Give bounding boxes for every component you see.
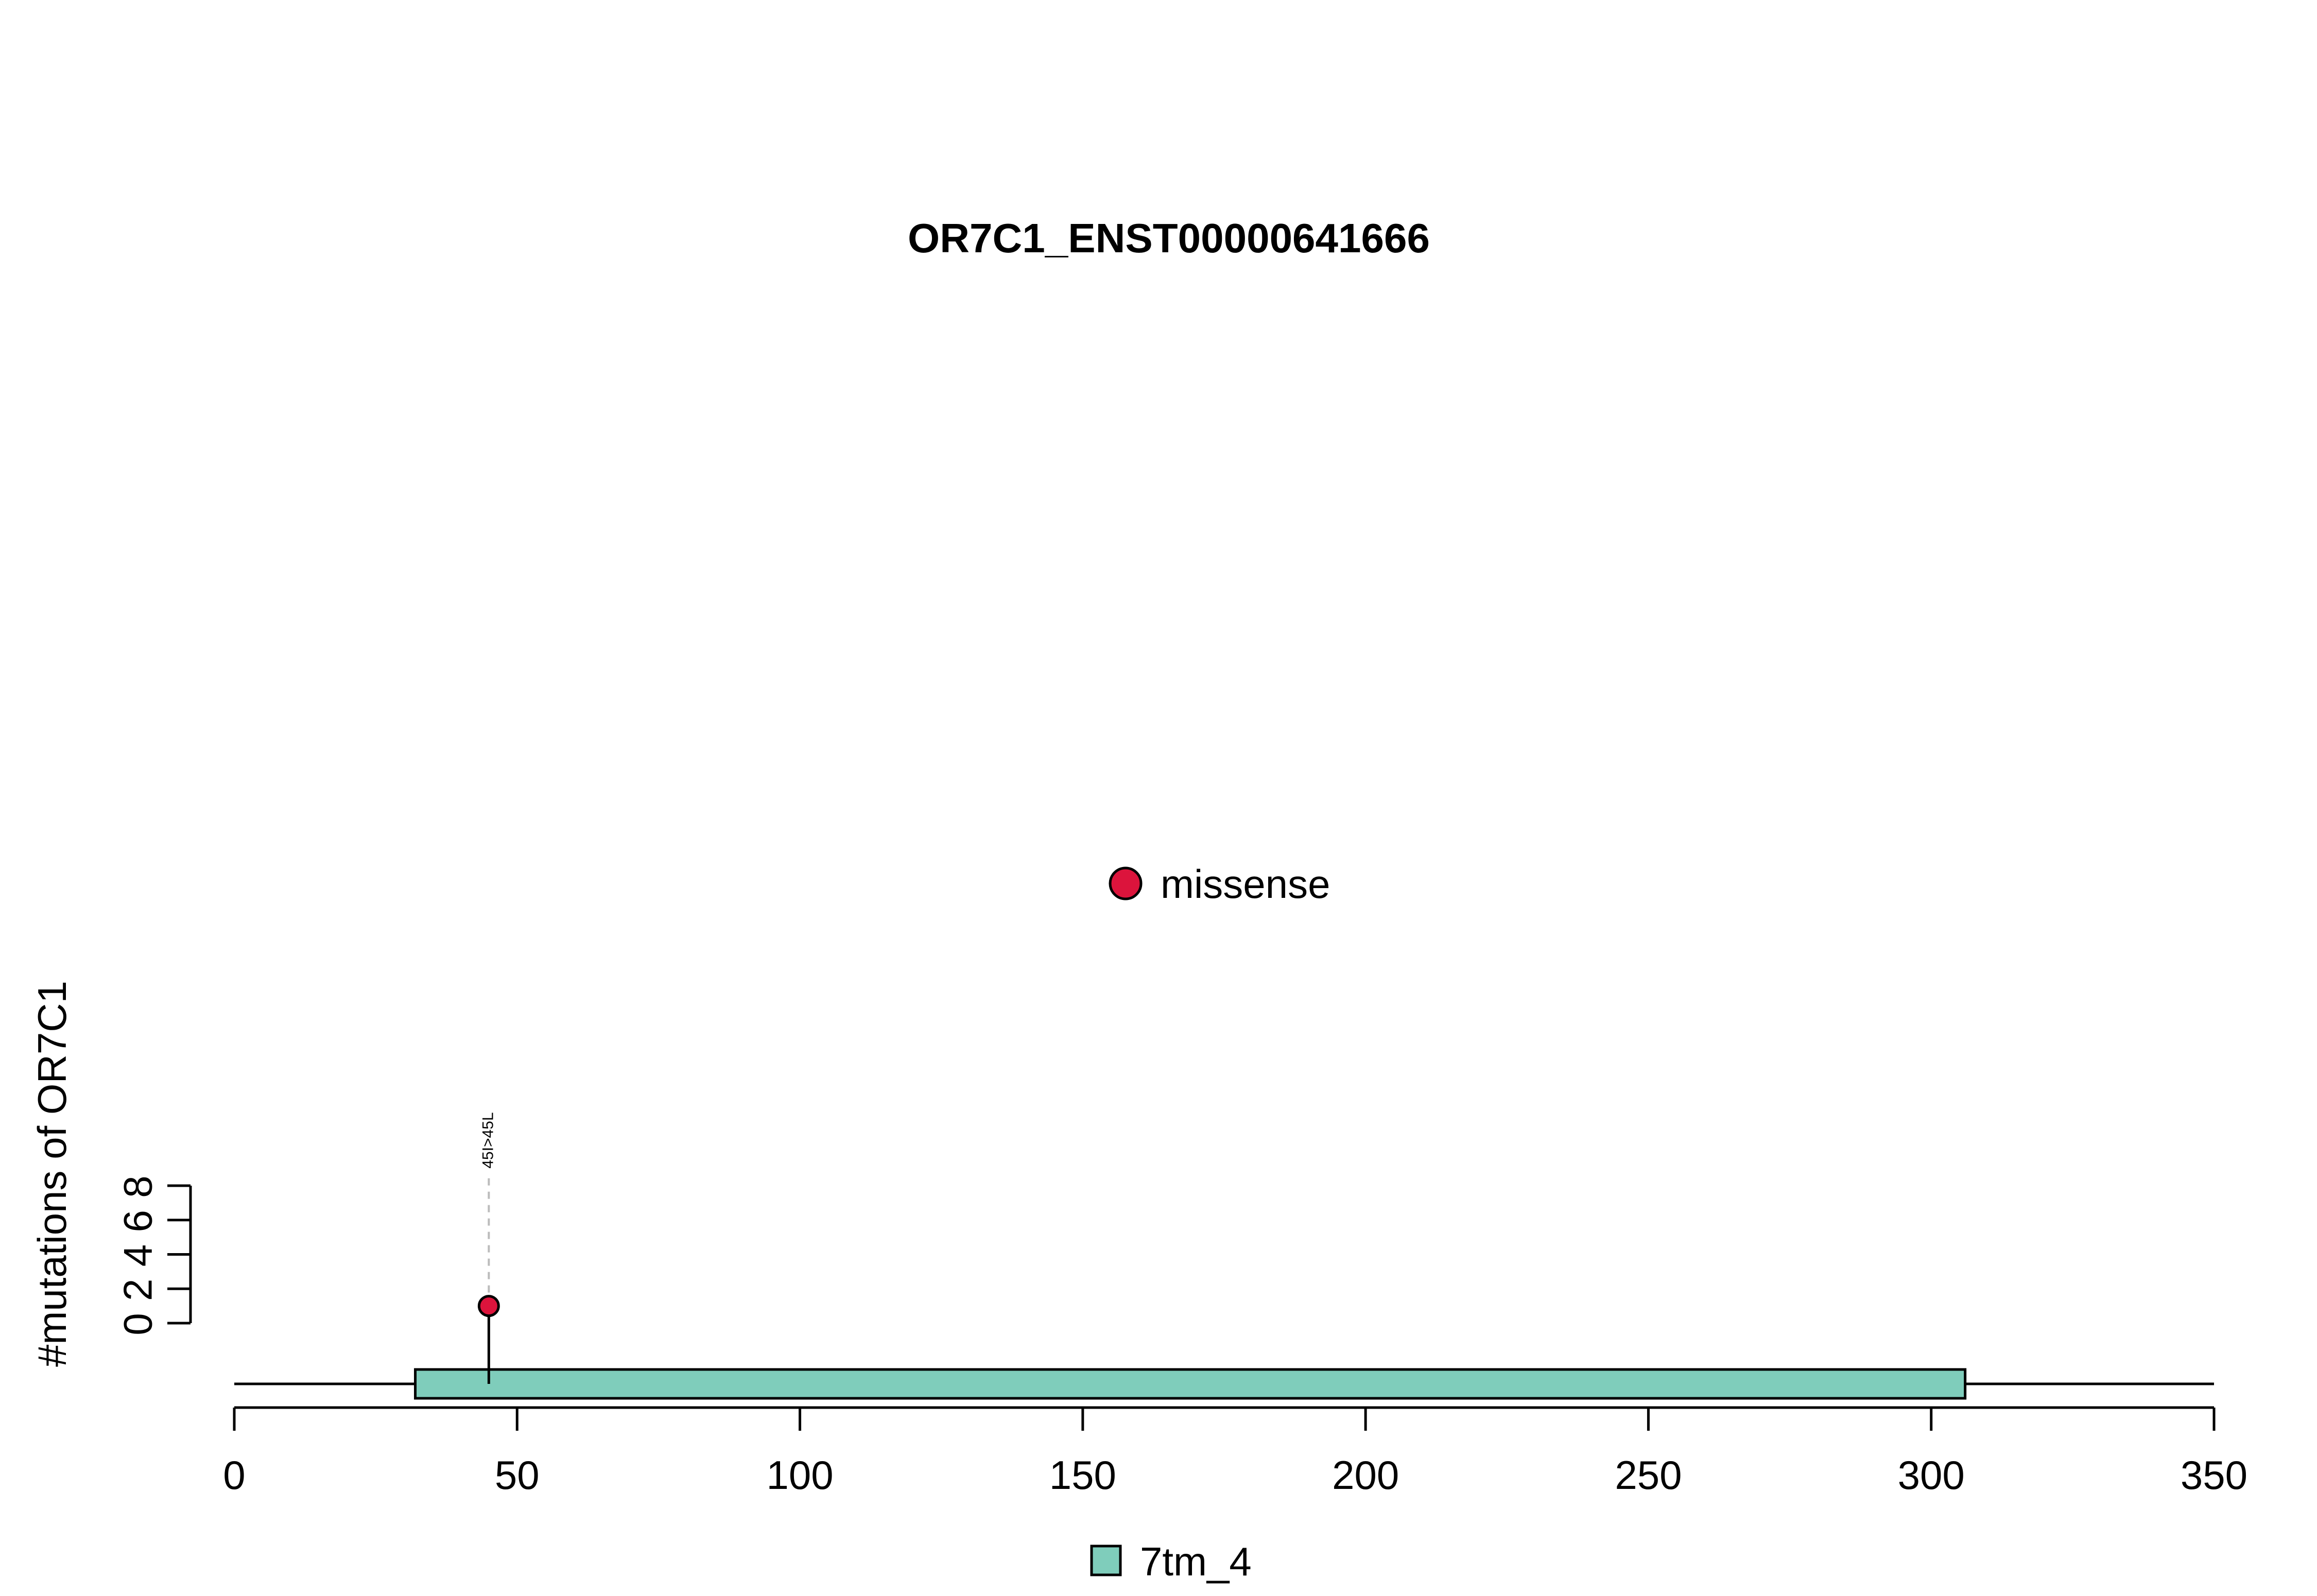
legend-missense-marker bbox=[1109, 866, 1143, 900]
x-tick-label: 250 bbox=[1615, 1452, 1682, 1498]
x-tick-label: 350 bbox=[2181, 1452, 2247, 1498]
y-tick-label: 4 bbox=[115, 1244, 161, 1267]
mutation-lollipops: 45I>45L bbox=[477, 1112, 500, 1384]
chart-title: OR7C1_ENST00000641666 bbox=[908, 215, 1430, 261]
mutation-legend: missense bbox=[1109, 861, 1330, 907]
x-tick-label: 200 bbox=[1332, 1452, 1399, 1498]
x-tick-label: 150 bbox=[1049, 1452, 1116, 1498]
y-tick-label: 8 bbox=[115, 1175, 161, 1198]
lollipop-head bbox=[477, 1295, 500, 1317]
domain-track bbox=[414, 1368, 1967, 1400]
x-tick-label: 100 bbox=[767, 1452, 834, 1498]
y-axis-label: #mutations of OR7C1 bbox=[29, 981, 75, 1367]
mutation-label: 45I>45L bbox=[479, 1112, 496, 1168]
y-tick-label: 2 bbox=[115, 1279, 161, 1301]
x-tick-label: 50 bbox=[495, 1452, 540, 1498]
x-tick-label: 300 bbox=[1898, 1452, 1965, 1498]
domain-7tm-4 bbox=[414, 1368, 1967, 1400]
domain-legend: 7tm_4 bbox=[1090, 1539, 1252, 1584]
legend-7tm-4-swatch bbox=[1090, 1545, 1122, 1576]
legend-missense-label: missense bbox=[1161, 861, 1330, 907]
legend-7tm-4-label: 7tm_4 bbox=[1140, 1539, 1252, 1584]
x-tick-label: 0 bbox=[223, 1452, 245, 1498]
x-axis: 0 50 100 150 200 250 300 350 bbox=[223, 1406, 2247, 1498]
y-tick-label: 0 bbox=[115, 1313, 161, 1335]
y-tick-label: 6 bbox=[115, 1210, 161, 1232]
y-axis: 0 2 4 6 8 bbox=[115, 1175, 192, 1335]
